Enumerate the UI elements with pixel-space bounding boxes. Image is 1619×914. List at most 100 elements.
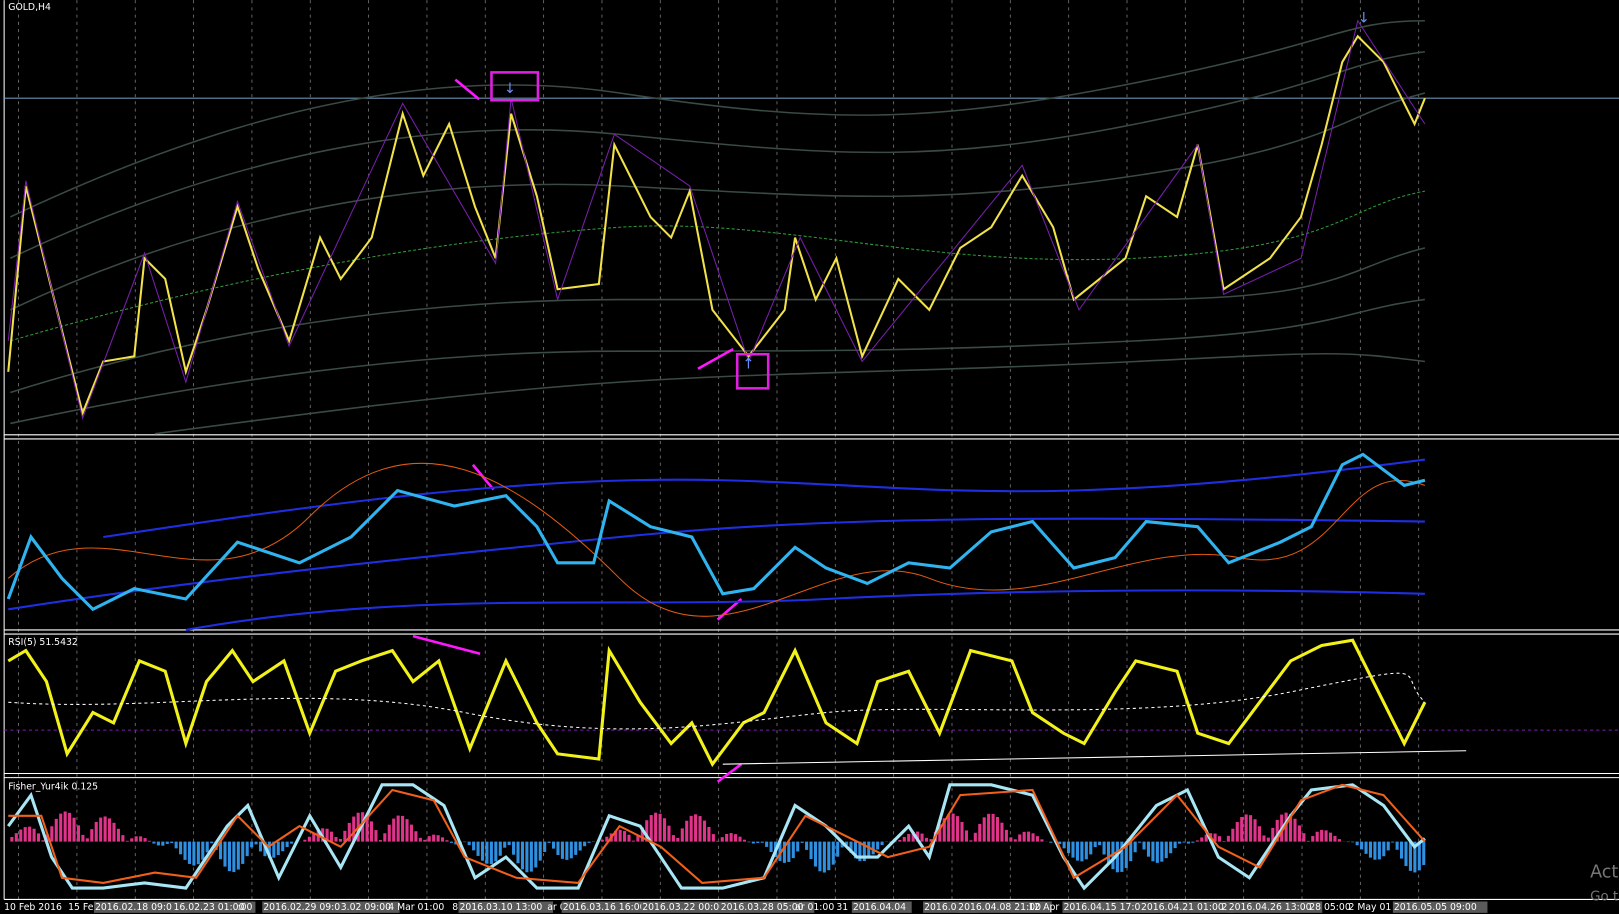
histogram-bar <box>489 841 493 865</box>
histogram-bar <box>1133 841 1137 853</box>
histogram-bar <box>529 841 533 872</box>
histogram-bar <box>1151 841 1155 862</box>
histogram-bar <box>1075 841 1079 861</box>
histogram-bar <box>14 833 18 842</box>
histogram-bar <box>338 838 342 842</box>
histogram-bar <box>1408 841 1412 871</box>
histogram-bar <box>1249 815 1253 842</box>
time-label: 2 May 01 <box>1348 902 1391 913</box>
histogram-bar <box>1311 836 1315 842</box>
histogram-bar <box>1404 841 1408 867</box>
trend-line <box>722 750 1467 765</box>
watermark: Act <box>1590 863 1618 883</box>
histogram-bar <box>281 841 285 852</box>
histogram-bar <box>1022 831 1026 842</box>
histogram-bar <box>1058 841 1062 845</box>
histogram-bar <box>924 837 929 842</box>
time-label: 3.02 09:00 <box>341 902 391 913</box>
histogram-bar <box>267 841 271 859</box>
histogram-bar <box>41 840 45 842</box>
histogram-bar <box>574 841 578 855</box>
histogram-bar <box>156 841 160 846</box>
time-label-bg <box>719 901 815 913</box>
histogram-bar <box>876 841 880 850</box>
time-label: 2016.04.21 01:00 <box>1141 902 1224 913</box>
histogram-bar <box>68 812 72 842</box>
histogram-bar <box>192 841 196 866</box>
histogram-bar <box>685 820 689 842</box>
histogram-bar <box>23 827 27 842</box>
histogram-bar <box>165 841 169 844</box>
histogram-bar <box>938 824 942 842</box>
histogram-bar <box>1169 841 1173 854</box>
histogram-bar <box>352 816 356 842</box>
histogram-bar <box>343 830 347 842</box>
histogram-bar <box>1191 841 1195 843</box>
rsi-signal <box>8 672 1426 730</box>
histogram-bar <box>1089 841 1093 855</box>
histogram-bar <box>614 830 618 842</box>
histogram-bar <box>516 841 520 864</box>
histogram-bar <box>947 814 951 842</box>
histogram-bar <box>720 837 724 842</box>
time-label: 16.02.23 01:00 <box>173 902 244 913</box>
time-label: 2016.03.22 00:00 <box>642 902 725 913</box>
histogram-bar <box>751 841 755 844</box>
time-label: 2 <box>1221 902 1227 913</box>
histogram-bar <box>130 838 134 842</box>
histogram-bar <box>76 825 81 842</box>
histogram-bar <box>485 841 489 864</box>
histogram-bar <box>214 841 218 850</box>
histogram-bar <box>201 841 205 860</box>
histogram-bar <box>605 836 609 842</box>
histogram-bar <box>401 815 405 842</box>
histogram-bar <box>782 841 786 863</box>
histogram-bar <box>1040 839 1044 842</box>
histogram-bar <box>179 841 183 855</box>
time-label-bg <box>561 901 657 913</box>
histogram-bar <box>623 831 627 842</box>
histogram-bar <box>472 841 476 851</box>
histogram-bar <box>28 826 32 842</box>
histogram-bar <box>161 841 165 846</box>
time-label-bg <box>1139 901 1235 913</box>
histogram-bar <box>272 841 276 858</box>
time-label: ar 09 <box>547 902 571 913</box>
histogram-bar <box>942 818 946 842</box>
histogram-bar <box>1373 841 1377 860</box>
histogram-bar <box>556 841 560 856</box>
midline <box>10 190 1425 342</box>
histogram-bar <box>1164 841 1168 859</box>
histogram-bar <box>551 841 556 849</box>
histogram-bar <box>290 841 294 844</box>
histogram-bar <box>862 841 866 862</box>
histogram-bar <box>956 816 960 842</box>
histogram-bar <box>805 841 809 850</box>
histogram-bar <box>476 841 480 856</box>
histogram-bar <box>711 834 715 842</box>
histogram-bar <box>121 835 125 842</box>
histogram-bar <box>227 841 231 872</box>
histogram-bar <box>760 841 764 843</box>
histogram-bar <box>1351 841 1355 843</box>
histogram-bar <box>1417 841 1421 871</box>
histogram-bar <box>1031 833 1035 842</box>
histogram-bar <box>378 840 382 842</box>
histogram-bar <box>1062 841 1066 849</box>
histogram-bar <box>1138 841 1142 843</box>
histogram-bar <box>480 841 485 861</box>
time-label-bg <box>172 901 256 913</box>
histogram-bar <box>174 841 178 849</box>
histogram-bar <box>662 818 667 842</box>
histogram-bar <box>1395 841 1399 850</box>
histogram-bar <box>964 830 968 842</box>
histogram-bar <box>210 841 214 844</box>
histogram-bar <box>85 838 89 842</box>
time-label-bg <box>641 901 736 913</box>
histogram-bar <box>787 841 791 862</box>
histogram-bar <box>1004 829 1008 842</box>
histogram-bar <box>285 841 289 848</box>
histogram-bar <box>512 841 516 855</box>
histogram-bar <box>45 834 49 842</box>
histogram-bar <box>125 840 129 842</box>
